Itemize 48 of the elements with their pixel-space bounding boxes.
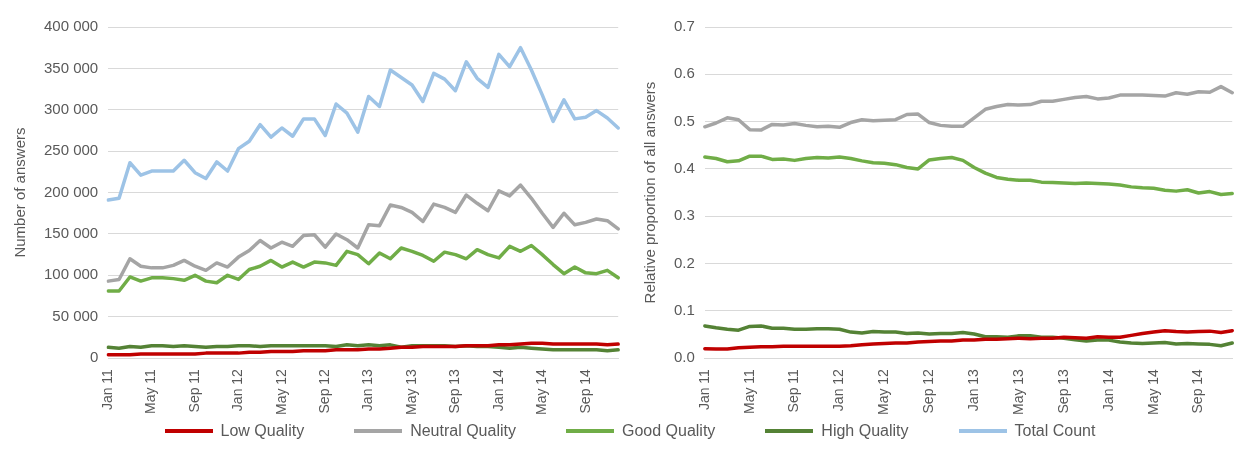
x-tick-label: Jan 11	[99, 368, 116, 411]
x-tick-label: May 12	[272, 368, 289, 416]
x-tick-label: Sep 14	[1189, 368, 1206, 414]
y-axis-title: Relative proportion of all answers	[641, 81, 659, 304]
x-tick-label: May 13	[1009, 368, 1026, 416]
y-tick-label: 100 000	[43, 265, 99, 283]
x-tick-label: May 11	[740, 368, 757, 414]
y-tick-label: 400 000	[43, 17, 99, 35]
x-tick-label: Jan 14	[1099, 368, 1116, 412]
x-tick-label: May 14	[1144, 368, 1161, 416]
y-tick-label: 300 000	[43, 99, 99, 117]
x-tick-label: Sep 12	[316, 368, 333, 414]
x-tick-label: Jan 13	[965, 368, 981, 412]
x-tick-label: Jan 12	[229, 368, 246, 412]
y-tick-label: 350 000	[43, 58, 99, 76]
y-tick-label: 200 000	[43, 182, 99, 200]
x-tick-label: Sep 13	[1054, 368, 1071, 414]
x-tick-label: Jan 11	[695, 368, 712, 411]
x-tick-label: Sep 11	[185, 368, 202, 413]
y-tick-label: 0.2	[673, 253, 695, 271]
x-tick-label: Jan 13	[359, 368, 376, 412]
legend-label: High Quality	[821, 422, 909, 440]
x-tick-label: Jan 14	[489, 368, 506, 412]
y-tick-label: 0.1	[673, 300, 695, 318]
y-tick-label: 150 000	[43, 224, 99, 242]
legend-label: Low Quality	[220, 422, 305, 440]
y-axis-title: Number of answers	[11, 127, 29, 258]
y-tick-label: 250 000	[43, 141, 99, 159]
x-tick-label: Sep 12	[920, 368, 937, 414]
y-tick-label: 0.5	[673, 111, 695, 129]
y-tick-label: 0.3	[673, 206, 695, 224]
x-tick-label: May 13	[402, 368, 419, 416]
legend-label: Good Quality	[621, 422, 716, 440]
x-tick-label: May 12	[875, 368, 892, 416]
y-tick-label: 0.6	[673, 64, 695, 82]
y-tick-label: 50 000	[52, 306, 99, 324]
legend-label: Neutral Quality	[410, 422, 516, 440]
x-tick-label: May 14	[533, 368, 550, 416]
x-tick-label: Jan 12	[830, 368, 847, 412]
y-tick-label: 0	[89, 348, 99, 366]
y-tick-label: 0.4	[673, 159, 695, 177]
x-tick-label: Sep 11	[785, 368, 802, 413]
x-tick-label: Sep 13	[446, 368, 463, 414]
legend-label: Total Count	[1014, 422, 1096, 440]
x-tick-label: Sep 14	[576, 368, 593, 414]
y-tick-label: 0.0	[673, 348, 695, 366]
y-tick-label: 0.7	[673, 17, 695, 35]
x-tick-label: May 11	[142, 368, 159, 414]
